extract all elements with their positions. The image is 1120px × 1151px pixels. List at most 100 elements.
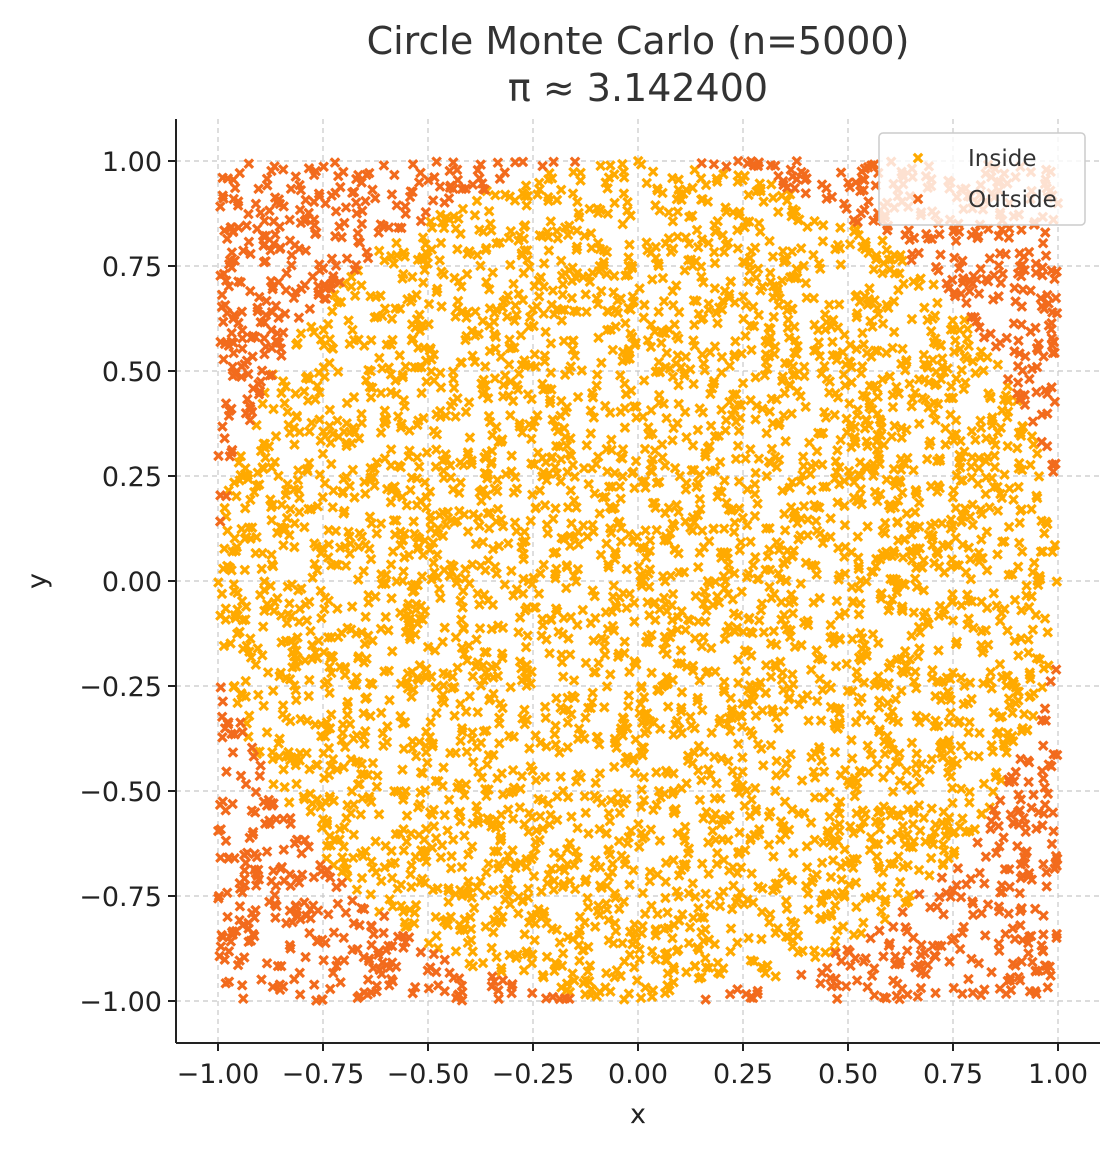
inside-point — [556, 532, 567, 544]
inside-point — [668, 807, 680, 819]
inside-point — [624, 353, 636, 364]
inside-point — [243, 710, 255, 721]
inside-point — [386, 645, 398, 657]
inside-point — [975, 415, 986, 427]
inside-point — [481, 759, 493, 770]
inside-point — [582, 941, 594, 953]
inside-point — [855, 823, 866, 835]
inside-point — [964, 786, 976, 798]
inside-point — [417, 251, 428, 263]
inside-point — [958, 383, 970, 395]
inside-point — [213, 577, 224, 588]
outside-point — [217, 172, 228, 184]
inside-point — [571, 267, 583, 279]
outside-point — [215, 682, 227, 693]
inside-point — [327, 753, 339, 765]
inside-point — [645, 824, 657, 835]
outside-point — [997, 268, 1009, 280]
outside-point — [1007, 958, 1019, 969]
inside-point — [424, 486, 436, 497]
inside-point — [714, 456, 726, 468]
inside-point — [823, 299, 835, 311]
inside-point — [760, 349, 772, 360]
inside-point — [827, 336, 838, 348]
inside-point — [945, 514, 957, 525]
inside-point — [878, 801, 890, 812]
inside-point — [415, 766, 427, 778]
outside-point — [244, 414, 256, 426]
inside-point — [668, 785, 680, 797]
inside-point — [353, 432, 365, 444]
inside-point — [519, 819, 530, 830]
inside-point — [839, 380, 851, 391]
inside-point — [775, 816, 787, 827]
inside-point — [883, 500, 895, 511]
inside-point — [545, 367, 557, 379]
inside-point — [425, 716, 436, 728]
inside-point — [963, 613, 975, 624]
inside-point — [367, 635, 378, 647]
outside-point — [1000, 988, 1012, 1000]
inside-point — [855, 767, 867, 778]
inside-point — [450, 311, 461, 322]
inside-point — [1001, 394, 1013, 405]
inside-point — [559, 222, 571, 233]
inside-point — [400, 785, 411, 797]
inside-point — [739, 800, 751, 812]
inside-point — [455, 357, 467, 368]
inside-point — [369, 312, 381, 323]
inside-point — [894, 876, 906, 888]
inside-point — [535, 271, 547, 283]
inside-point — [309, 538, 320, 549]
inside-point — [526, 957, 538, 969]
inside-point — [923, 402, 934, 413]
inside-point — [295, 713, 306, 725]
inside-point — [551, 814, 563, 826]
inside-point — [994, 711, 1006, 723]
outside-point — [229, 729, 241, 740]
inside-point — [319, 731, 331, 742]
inside-point — [351, 884, 363, 896]
outside-point — [422, 965, 434, 976]
inside-point — [367, 757, 379, 769]
inside-point — [450, 945, 462, 957]
inside-point — [480, 867, 492, 878]
inside-point — [792, 340, 803, 352]
outside-point — [956, 988, 968, 1000]
outside-point — [378, 220, 389, 232]
inside-point — [650, 954, 661, 965]
inside-point — [431, 429, 443, 440]
inside-point — [877, 267, 888, 279]
inside-point — [521, 659, 533, 671]
outside-point — [915, 949, 927, 961]
inside-point — [928, 279, 939, 290]
inside-point — [865, 714, 877, 726]
inside-point — [729, 297, 741, 308]
inside-point — [848, 827, 859, 839]
inside-point — [765, 276, 776, 288]
outside-point — [1005, 809, 1017, 820]
inside-point — [566, 811, 577, 823]
inside-point — [539, 701, 551, 713]
outside-point — [547, 991, 559, 1003]
outside-point — [975, 263, 987, 275]
inside-point — [875, 430, 887, 441]
inside-point — [550, 503, 561, 514]
outside-point — [994, 840, 1005, 852]
inside-point — [809, 834, 821, 846]
inside-point — [593, 739, 605, 750]
inside-point — [413, 342, 424, 353]
inside-point — [595, 549, 607, 561]
inside-point — [427, 884, 439, 896]
inside-point — [980, 488, 992, 500]
inside-point — [786, 408, 797, 420]
inside-point — [419, 605, 431, 617]
inside-point — [636, 476, 648, 488]
inside-point — [323, 769, 335, 781]
inside-point — [547, 285, 559, 296]
inside-point — [340, 864, 351, 876]
inside-point — [419, 535, 431, 546]
inside-point — [1011, 442, 1023, 454]
outside-point — [821, 962, 833, 974]
inside-point — [633, 818, 644, 830]
